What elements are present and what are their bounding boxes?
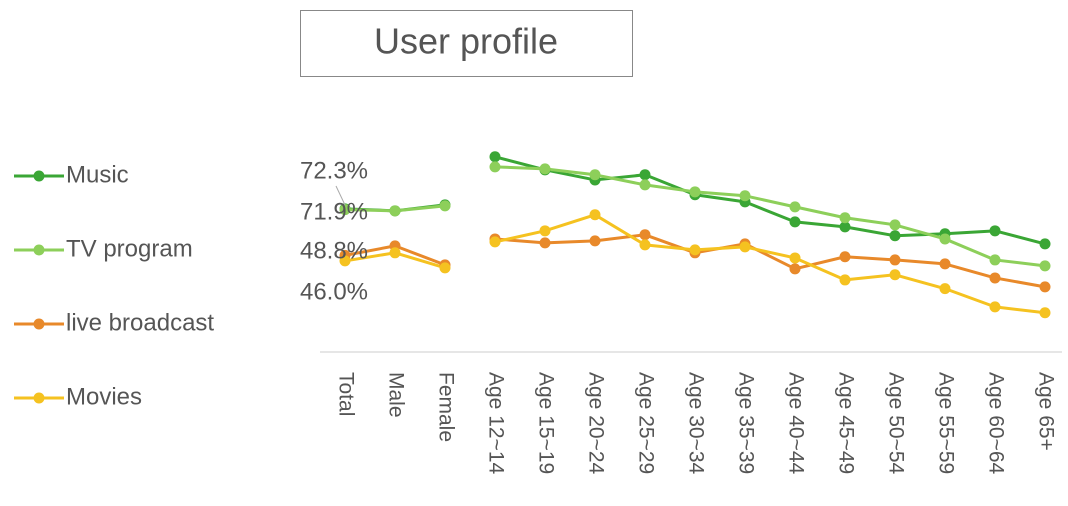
x-tick-label: Female <box>434 372 457 442</box>
data-point <box>789 263 801 275</box>
x-tick-label: Age 60~64 <box>984 372 1007 475</box>
data-point <box>1039 238 1051 250</box>
data-point <box>639 239 651 251</box>
data-point <box>1039 307 1051 319</box>
data-point <box>589 235 601 247</box>
x-tick-label: Age 45~49 <box>834 372 857 474</box>
data-point <box>539 163 551 175</box>
data-point <box>789 201 801 213</box>
x-tick-label: Age 20~24 <box>584 372 607 475</box>
data-point <box>989 254 1001 266</box>
data-point <box>839 212 851 224</box>
legend-label: TV program <box>66 235 193 262</box>
data-point <box>889 230 901 242</box>
data-point <box>489 151 501 163</box>
series-line <box>344 155 1046 246</box>
data-point <box>839 251 851 263</box>
data-point <box>639 169 651 181</box>
data-point <box>439 200 451 212</box>
data-point <box>839 221 851 233</box>
x-tick-label: Age 50~54 <box>884 372 907 475</box>
data-point <box>389 247 401 259</box>
legend-marker <box>33 392 45 404</box>
data-point <box>339 255 351 267</box>
data-point <box>539 237 551 249</box>
data-point <box>1039 260 1051 272</box>
chart-title: User profile <box>374 21 558 62</box>
data-point <box>789 252 801 264</box>
data-point <box>989 272 1001 284</box>
data-label: 72.3% <box>300 157 368 184</box>
data-point <box>589 209 601 221</box>
data-point <box>1039 281 1051 293</box>
data-point <box>339 204 351 216</box>
data-point <box>839 274 851 286</box>
title-box <box>300 10 633 77</box>
data-label: 71.9% <box>300 198 368 225</box>
x-tick-label: Age 35~39 <box>734 372 757 474</box>
data-point <box>689 244 701 256</box>
series-line <box>344 233 1046 289</box>
data-point <box>489 161 501 173</box>
data-point <box>389 205 401 217</box>
legend-label: Music <box>66 161 129 188</box>
data-point <box>439 262 451 274</box>
data-point <box>939 258 951 270</box>
x-tick-label: Age 40~44 <box>784 372 807 475</box>
data-point <box>739 241 751 253</box>
data-point <box>939 283 951 295</box>
data-point <box>539 225 551 237</box>
leader-line <box>335 185 346 206</box>
x-tick-label: Age 65+ <box>1034 372 1057 451</box>
x-tick-label: Male <box>384 372 407 418</box>
data-point <box>889 269 901 281</box>
legend-marker <box>33 170 45 182</box>
data-point <box>789 216 801 228</box>
data-point <box>739 190 751 202</box>
x-tick-label: Age 12~14 <box>484 372 507 475</box>
data-point <box>639 229 651 241</box>
data-point <box>939 233 951 245</box>
x-tick-label: Total <box>334 372 357 416</box>
legend-label: Movies <box>66 383 142 410</box>
data-point <box>889 254 901 266</box>
data-point <box>889 219 901 231</box>
data-point <box>639 179 651 191</box>
x-tick-label: Age 30~34 <box>684 372 707 475</box>
data-point <box>589 169 601 181</box>
x-tick-label: Age 25~29 <box>634 372 657 474</box>
data-label: 46.0% <box>300 278 368 305</box>
legend-marker <box>33 318 45 330</box>
legend-marker <box>33 244 45 256</box>
x-tick-label: Age 55~59 <box>934 372 957 474</box>
data-point <box>689 186 701 198</box>
data-point <box>989 301 1001 313</box>
data-point <box>489 236 501 248</box>
data-label: 48.8% <box>300 237 368 264</box>
legend-label: live broadcast <box>66 309 214 336</box>
data-point <box>989 225 1001 237</box>
x-tick-label: Age 15~19 <box>534 372 557 474</box>
